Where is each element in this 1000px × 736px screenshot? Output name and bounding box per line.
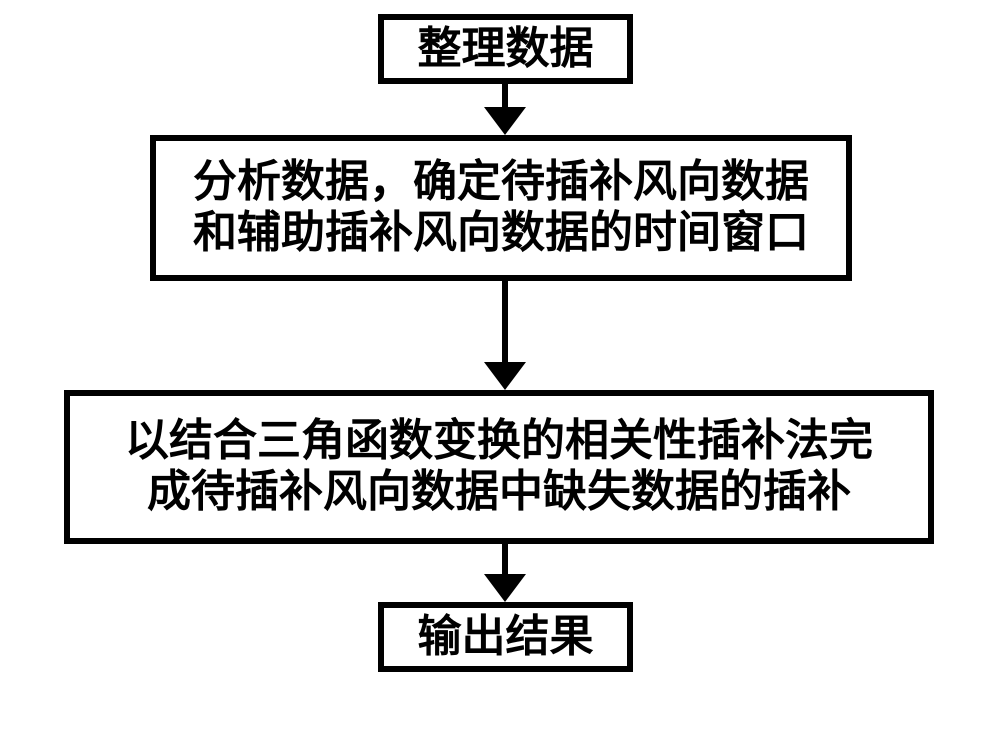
flow-node-label: 输出结果	[418, 612, 594, 663]
flow-node-label: 分析数据，确定待插补风向数据和辅助插补风向数据的时间窗口	[193, 157, 809, 258]
flow-node-organize-data: 整理数据	[378, 14, 633, 84]
flowchart-canvas: 整理数据 分析数据，确定待插补风向数据和辅助插补风向数据的时间窗口 以结合三角函…	[0, 0, 1000, 736]
flow-node-analyze-data: 分析数据，确定待插补风向数据和辅助插补风向数据的时间窗口	[150, 135, 852, 281]
flow-node-label: 整理数据	[418, 24, 594, 75]
flow-node-interpolate: 以结合三角函数变换的相关性插补法完成待插补风向数据中缺失数据的插补	[64, 390, 934, 544]
flow-node-output: 输出结果	[378, 602, 633, 672]
flow-node-label: 以结合三角函数变换的相关性插补法完成待插补风向数据中缺失数据的插补	[125, 416, 873, 517]
